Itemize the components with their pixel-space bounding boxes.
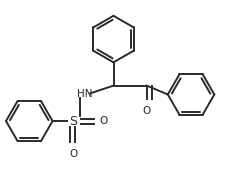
Text: HN: HN (77, 89, 92, 100)
Text: O: O (99, 116, 107, 126)
Text: S: S (70, 115, 78, 128)
Text: O: O (69, 149, 78, 159)
Text: O: O (143, 106, 151, 116)
